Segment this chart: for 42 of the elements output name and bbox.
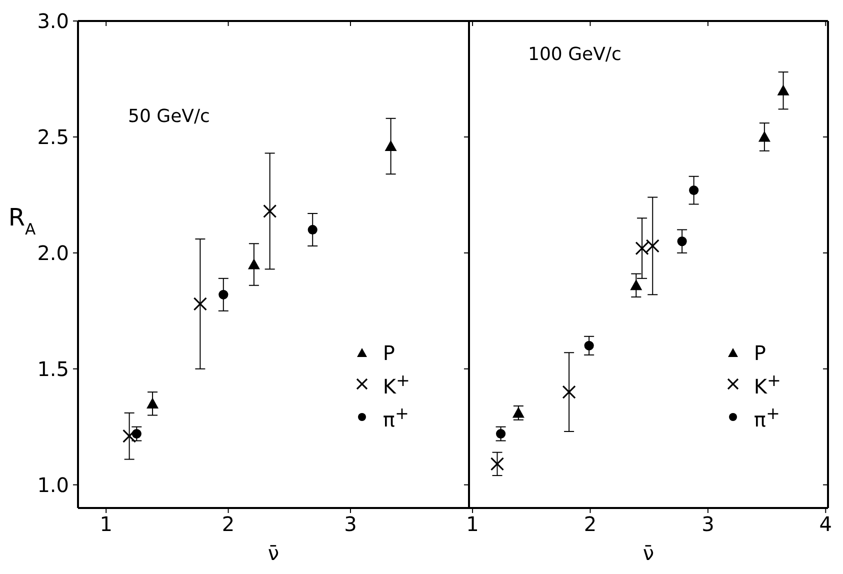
legend-label: K$^{+}$ bbox=[382, 370, 410, 400]
legend-label: K$^{+}$ bbox=[754, 370, 781, 400]
point bbox=[777, 84, 790, 96]
point bbox=[512, 406, 524, 418]
x-tick-label: 1 bbox=[100, 512, 112, 536]
x-axis-title: ν̄ bbox=[642, 541, 654, 565]
point bbox=[384, 140, 397, 152]
y-tick-label: 3.0 bbox=[37, 9, 69, 34]
x-tick-label: 1 bbox=[466, 512, 479, 536]
point bbox=[218, 290, 228, 300]
point bbox=[689, 185, 699, 196]
legend-label: π$^{+}$ bbox=[754, 403, 780, 434]
y-tick-label: 2.0 bbox=[37, 241, 69, 266]
x-tick-label: 3 bbox=[344, 512, 357, 536]
point bbox=[562, 385, 576, 399]
x-axis-title: ν̄ bbox=[268, 541, 280, 565]
y-axis-title: R$_{A}$ bbox=[8, 204, 36, 239]
point bbox=[496, 428, 506, 439]
point bbox=[122, 429, 136, 443]
x-tick-label: 2 bbox=[222, 512, 235, 536]
x-tick-label: 3 bbox=[702, 512, 714, 536]
x-tick-label: 4 bbox=[819, 512, 832, 536]
point bbox=[584, 340, 594, 350]
legend-label: π$^{+}$ bbox=[382, 403, 409, 434]
annotation: 100 GeV/c bbox=[528, 44, 622, 65]
point bbox=[677, 236, 687, 246]
point bbox=[263, 204, 277, 218]
y-tick-label: 2.5 bbox=[37, 125, 69, 150]
y-tick-label: 1.0 bbox=[37, 472, 69, 497]
point bbox=[193, 297, 207, 311]
point bbox=[132, 428, 142, 439]
x-tick-label: 2 bbox=[584, 512, 597, 536]
point bbox=[630, 279, 642, 290]
point bbox=[308, 224, 318, 235]
point bbox=[490, 457, 504, 471]
point bbox=[758, 130, 770, 142]
y-tick-label: 1.5 bbox=[37, 356, 69, 381]
point bbox=[248, 258, 260, 270]
legend-label: P bbox=[382, 340, 395, 367]
point bbox=[146, 398, 159, 408]
annotation: 50 GeV/c bbox=[128, 106, 210, 127]
legend-label: P bbox=[754, 340, 766, 367]
